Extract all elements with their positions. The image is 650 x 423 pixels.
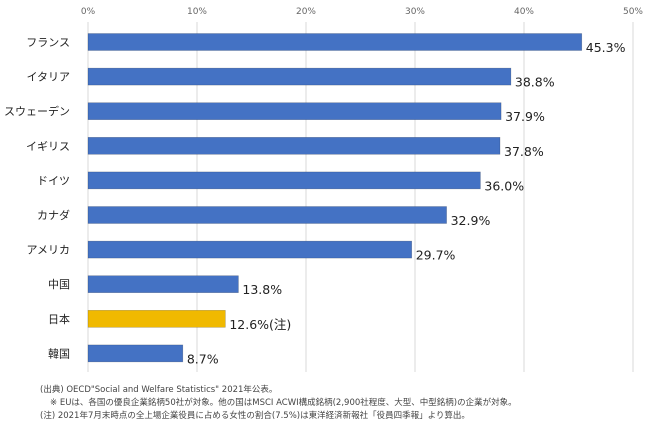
footnote: (注) 2021年7月末時点の全上場企業役員に占める女性の割合(7.5%)は東洋… (40, 411, 470, 421)
value-label: 32.9% (451, 213, 491, 228)
value-label: 38.8% (515, 75, 555, 90)
x-tick-label: 40% (514, 7, 534, 17)
category-label: イギリス (26, 140, 70, 153)
value-label: 37.8% (504, 144, 544, 159)
x-tick-label: 0% (81, 7, 96, 17)
x-tick-label: 10% (187, 7, 207, 17)
scope-note: ※ EUは、各国の優良企業銘柄50社が対象。他の国はMSCI ACWI構成銘柄(… (50, 398, 517, 408)
bar (87, 102, 502, 120)
x-tick-label: 20% (296, 7, 316, 17)
category-label: イタリア (26, 71, 70, 84)
bar (87, 33, 583, 51)
category-label: フランス (26, 36, 70, 49)
category-label: ドイツ (37, 174, 70, 187)
bar (87, 309, 226, 328)
category-label: 中国 (48, 278, 70, 291)
x-tick-labels: 0% 10% 20% 30% 40% 50% (81, 7, 644, 17)
bars (87, 33, 583, 363)
value-label: 36.0% (484, 178, 524, 193)
bar (87, 275, 239, 294)
value-label: 29.7% (416, 248, 456, 263)
category-label: アメリカ (27, 244, 70, 257)
category-label: スウェーデン (4, 104, 70, 118)
bar (87, 137, 501, 155)
x-tick-label: 30% (405, 7, 425, 17)
category-label: 日本 (48, 312, 70, 326)
value-labels: 45.3% 38.8% 37.9% 37.8% 36.0% 32.9% 29.7% 13.8%… (187, 40, 626, 366)
category-label: カナダ (37, 208, 70, 222)
value-label: 45.3% (586, 40, 626, 55)
bar (87, 240, 413, 259)
value-label: 12.6%(注) (229, 317, 291, 332)
value-label: 13.8% (242, 282, 282, 297)
source-note: (出典) OECD"Social and Welfare Statistics"… (40, 385, 278, 395)
bar (87, 344, 184, 363)
bar (87, 171, 481, 190)
x-tick-label: 50% (623, 7, 643, 17)
value-label: 37.9% (505, 109, 545, 124)
bar (87, 206, 447, 224)
category-label: 韓国 (48, 347, 70, 360)
bar (87, 67, 512, 86)
value-label: 8.7% (187, 351, 219, 366)
